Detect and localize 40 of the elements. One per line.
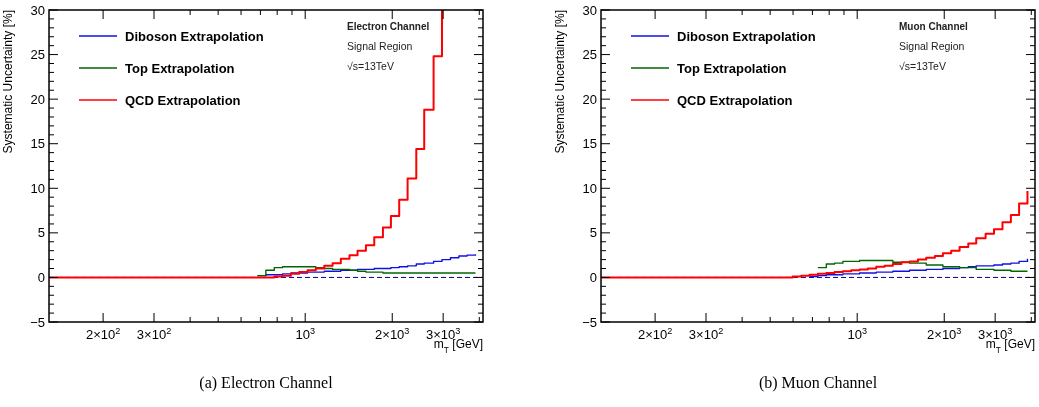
y-tick-label: −5 [582,314,597,330]
annotation: Signal Region [347,40,413,52]
y-tick-label: 20 [582,91,597,107]
x-tick-label: 2×10$^{3}$ [927,326,962,342]
y-tick-label: −5 [30,314,45,330]
x-tick-label: 2×10$^{3}$ [375,326,410,342]
y-tick-label: 5 [37,225,45,241]
y-tick-label: 15 [30,136,45,152]
y-tick-label: 0 [589,269,597,285]
x-tick-label: 2×10$^{2}$ [85,326,121,342]
x-tick-label: 2×10$^{2}$ [637,326,673,342]
x-tick-label: 3×10$^{2}$ [136,326,172,342]
y-tick-label: 15 [582,136,597,152]
y-tick-label: 10 [30,180,45,196]
y-tick-label: 20 [30,91,45,107]
annotation: Muon Channel [899,21,969,32]
y-tick-label: 25 [30,47,45,63]
y-tick-label: 25 [582,47,597,63]
annotation: √s=13TeV [347,60,394,72]
text: (a) Electron Channel [199,374,334,392]
legend-label: QCD Extrapolation [125,93,241,108]
text: (b) Muon Channel [758,374,878,392]
y-axis-title: Systematic Uncertainty [%] [553,10,567,154]
legend-label: QCD Extrapolation [677,93,793,108]
x-tick-label: 10$^{3}$ [295,326,315,342]
legend-label: Diboson Extrapolation [677,29,816,44]
legend-label: Top Extrapolation [677,61,787,76]
y-axis-title: Systematic Uncertainty [%] [1,10,15,154]
annotation: Signal Region [899,40,965,52]
y-tick-label: 30 [582,2,597,18]
legend-label: Diboson Extrapolation [125,29,264,44]
annotation: Electron Channel [347,21,430,32]
y-tick-label: 10 [582,180,597,196]
x-tick-label: 10$^{3}$ [847,326,867,342]
legend-label: Top Extrapolation [125,61,235,76]
y-tick-label: 0 [37,269,45,285]
x-tick-label: 3×10$^{2}$ [688,326,724,342]
y-tick-label: 30 [30,2,45,18]
annotation: √s=13TeV [899,60,946,72]
y-tick-label: 5 [589,225,597,241]
